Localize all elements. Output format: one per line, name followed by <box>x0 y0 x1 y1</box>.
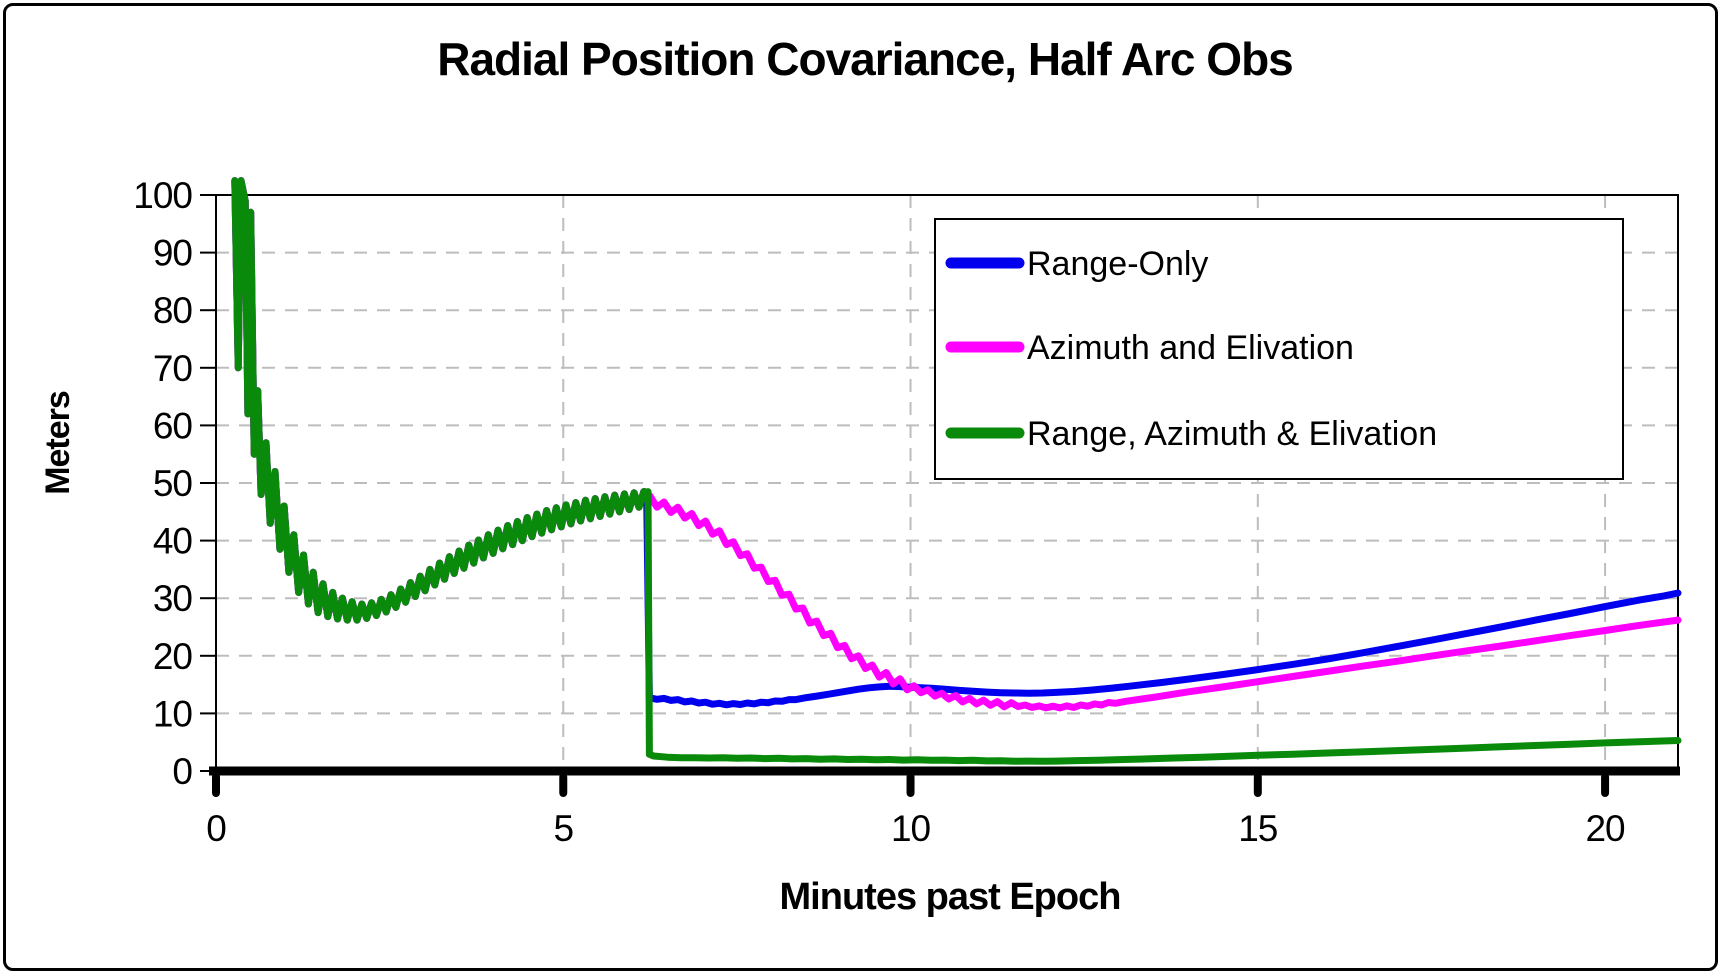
y-tick-label: 50 <box>153 463 193 504</box>
y-tick-label: 20 <box>153 636 193 677</box>
y-tick-label: 100 <box>133 175 192 216</box>
legend-label-range-azimuth-elevation: Range, Azimuth & Elivation <box>1027 415 1437 453</box>
y-tick-label: 70 <box>153 348 193 389</box>
covariance-chart: 0 10 20 30 40 50 60 70 80 90 100 0 5 10 15 20 Radial Po… <box>39 33 1682 918</box>
legend-item-azimuth-elevation: Azimuth and Elivation <box>945 329 1354 367</box>
y-axis-title: Meters <box>39 391 77 495</box>
chart-figure: 0 10 20 30 40 50 60 70 80 90 100 0 5 10 15 20 Radial Po… <box>3 3 1718 971</box>
legend-item-range-only: Range-Only <box>945 245 1208 283</box>
legend-label-range-only: Range-Only <box>1027 245 1208 283</box>
series-lines <box>231 177 1682 765</box>
x-axis-title: Minutes past Epoch <box>780 876 1121 918</box>
axes-and-ticks: 0 10 20 30 40 50 60 70 80 90 100 0 5 10 15 20 <box>133 175 1680 849</box>
x-tick-label: 15 <box>1238 808 1278 849</box>
legend-label-azimuth-elevation: Azimuth and Elivation <box>1027 329 1354 367</box>
y-tick-label: 30 <box>153 578 193 619</box>
series-range-azimuth-elivation <box>231 177 1682 765</box>
legend-item-range-azimuth-elevation: Range, Azimuth & Elivation <box>945 415 1437 453</box>
y-tick-label: 60 <box>153 405 193 446</box>
chart-title: Radial Position Covariance, Half Arc Obs <box>437 33 1293 85</box>
legend-box <box>934 218 1624 480</box>
y-tick-label: 40 <box>153 521 193 562</box>
x-tick-label: 5 <box>553 808 573 849</box>
x-tick-label: 20 <box>1585 808 1625 849</box>
x-tick-label: 0 <box>206 808 226 849</box>
y-tick-label: 0 <box>172 751 192 792</box>
x-tick-label: 10 <box>891 808 931 849</box>
y-tick-label: 80 <box>153 290 193 331</box>
y-tick-label: 90 <box>153 233 193 274</box>
y-tick-label: 10 <box>153 693 193 734</box>
legend: Range-Only Azimuth and Elivation Range, … <box>934 218 1624 480</box>
